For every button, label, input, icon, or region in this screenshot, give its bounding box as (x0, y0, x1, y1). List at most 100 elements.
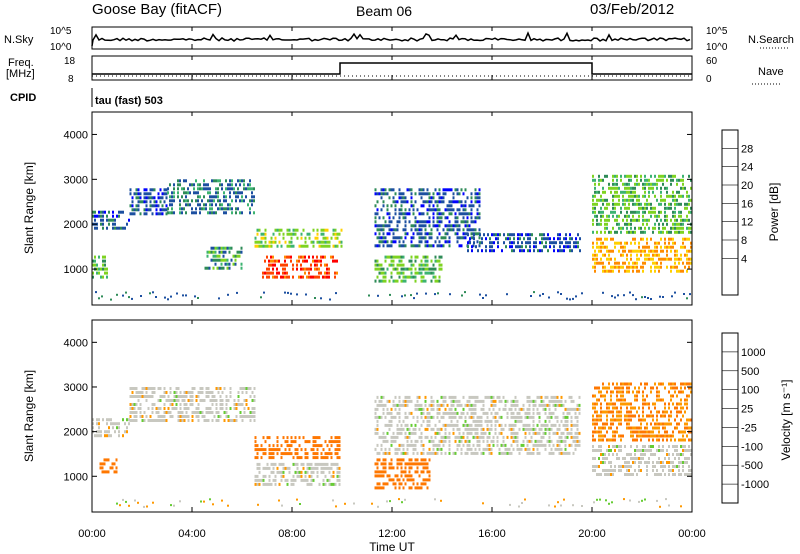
data-cell (398, 271, 401, 275)
data-cell (410, 423, 413, 427)
data-cell (606, 406, 608, 410)
data-cell (404, 244, 407, 248)
data-cell (294, 228, 297, 232)
data-cell (690, 206, 692, 210)
data-cell (104, 267, 106, 271)
data-cell (606, 386, 608, 390)
data-cell (215, 419, 218, 422)
data-cell (191, 403, 194, 406)
data-cell (454, 439, 457, 443)
data-cell (518, 427, 521, 431)
data-cell (388, 466, 391, 470)
data-cell (480, 427, 483, 431)
data-cell (376, 236, 379, 240)
data-cell (408, 427, 411, 431)
data-cell (650, 445, 652, 448)
data-cell (684, 386, 686, 390)
data-cell (638, 414, 640, 418)
data-cell (398, 192, 401, 196)
data-cell (666, 186, 668, 190)
data-cell (113, 470, 116, 474)
data-cell (648, 249, 650, 253)
data-cell (392, 263, 395, 267)
data-cell (592, 418, 594, 422)
data-cell (282, 452, 285, 456)
data-cell (264, 452, 267, 456)
data-cell (646, 473, 648, 476)
data-cell (553, 237, 555, 241)
data-cell (392, 439, 395, 443)
data-cell (556, 403, 559, 407)
data-cell (652, 206, 654, 210)
data-cell (414, 200, 417, 204)
data-cell (608, 269, 610, 273)
data-cell (426, 263, 429, 267)
data-cell (280, 444, 283, 448)
data-cell (678, 194, 680, 198)
data-cell (624, 261, 626, 265)
data-cell (400, 482, 403, 486)
data-cell (602, 461, 604, 464)
data-cell (518, 407, 521, 411)
data-cell (396, 427, 399, 431)
data-cell (426, 259, 429, 263)
data-cell (320, 456, 323, 460)
data-cell (668, 382, 670, 386)
data-cell (448, 451, 451, 455)
data-cell (592, 210, 594, 214)
data-cell (510, 451, 513, 455)
data-cell (294, 448, 297, 452)
data-cell (330, 236, 333, 240)
data-cell (115, 466, 118, 470)
data-cell (602, 253, 604, 257)
data-cell (326, 271, 328, 275)
data-cell (396, 478, 399, 482)
data-cell (624, 249, 626, 253)
data-cell (598, 222, 600, 226)
data-cell (278, 228, 281, 232)
data-cell (444, 224, 447, 228)
data-cell (492, 443, 495, 447)
data-cell (400, 236, 403, 240)
data-cell (592, 445, 594, 448)
data-cell (682, 461, 684, 464)
data-cell (412, 443, 415, 447)
data-cell (260, 244, 263, 248)
data-cell (614, 206, 616, 210)
data-cell (686, 406, 688, 410)
data-cell (553, 245, 555, 249)
data-cell (522, 439, 525, 443)
data-cell (420, 204, 423, 208)
data-cell (312, 244, 315, 248)
data-cell (521, 233, 523, 237)
data-cell (516, 439, 519, 443)
data-cell (658, 202, 660, 206)
data-cell (618, 449, 620, 452)
data-cell (432, 220, 435, 224)
data-cell (664, 210, 666, 214)
data-cell (638, 469, 640, 472)
data-cell (251, 411, 254, 414)
data-cell (486, 395, 489, 399)
data-cell (388, 478, 391, 482)
data-cell (280, 478, 283, 482)
data-cell (206, 254, 209, 258)
data-cell (532, 451, 535, 455)
data-cell (668, 457, 670, 460)
data-cell (450, 224, 453, 228)
data-cell (316, 462, 319, 466)
data-cell (554, 505, 556, 508)
data-cell (686, 194, 688, 198)
data-cell (674, 198, 676, 202)
data-cell (179, 415, 182, 418)
data-cell (262, 436, 265, 440)
data-cell (684, 186, 686, 190)
data-cell (674, 202, 676, 206)
data-cell (596, 253, 598, 257)
data-cell (468, 212, 471, 216)
data-cell (682, 241, 684, 245)
data-cell (155, 411, 158, 414)
data-cell (664, 198, 666, 202)
data-cell (124, 430, 126, 434)
